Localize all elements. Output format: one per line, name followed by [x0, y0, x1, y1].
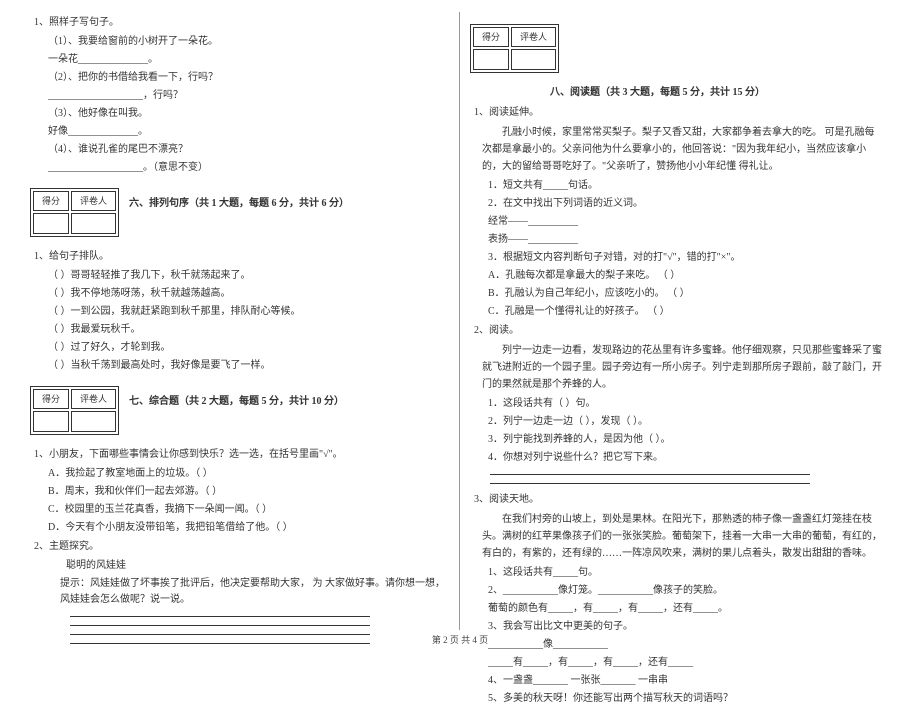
- r3-para: 在我们村旁的山坡上，到处是果林。在阳光下，那熟透的柿子像一盏盏红灯笼挂在枝头。满…: [482, 511, 882, 562]
- right-column: 得分评卷人 八、阅读题（共 3 大题，每题 5 分，共计 15 分） 1、阅读延…: [460, 12, 900, 630]
- r3-s5: _____有_____，有_____，有_____，还有_____: [488, 655, 890, 671]
- score-box-7: 得分评卷人: [30, 386, 119, 435]
- q1-i6: （4）、谁说孔雀的尾巴不漂亮？: [48, 142, 449, 158]
- r1-s7: C．孔融是一个懂得礼让的好孩子。 （ ）: [488, 304, 890, 320]
- s6-l5: （ ）当秋千荡到最高处时，我好像是要飞了一样。: [48, 358, 449, 374]
- r2-para: 列宁一边走一边看，发现路边的花丛里有许多蜜蜂。他仔细观察，只见那些蜜蜂采了蜜就飞…: [482, 342, 882, 393]
- r1-s2: 经常——__________: [488, 214, 890, 230]
- answer-line: [490, 483, 810, 484]
- s7-oC: C．校园里的玉兰花真香，我摘下一朵闻一闻。（ ）: [48, 502, 449, 518]
- s7-q2-hint: 提示：风娃娃做了坏事挨了批评后，他决定要帮助大家， 为 大家做好事。请你想一想，…: [60, 576, 449, 608]
- q1-i1: 一朵花______________。: [48, 52, 449, 68]
- answer-line: [70, 643, 370, 644]
- r1-s4: 3．根据短文内容判断句子对错，对的打"√"，错的打"×"。: [488, 250, 890, 266]
- q1-i3: ___________________，行吗？: [48, 88, 449, 104]
- r1-s3: 表扬——__________: [488, 232, 890, 248]
- marker-label: 评卷人: [511, 27, 556, 47]
- r3-t: 3、阅读天地。: [474, 492, 890, 508]
- r1-s1: 2．在文中找出下列词语的近义词。: [488, 196, 890, 212]
- s6-l0: （ ）哥哥轻轻推了我几下，秋千就荡起来了。: [48, 268, 449, 284]
- answer-line: [70, 625, 370, 626]
- r2-s0: 1．这段话共有（ ）句。: [488, 396, 890, 412]
- s7-oD: D．今天有个小朋友没带铅笔，我把铅笔借给了他。（ ）: [48, 520, 449, 536]
- s6-l2: （ ）一到公园，我就赶紧跑到秋千那里，排队耐心等候。: [48, 304, 449, 320]
- r3-s4: ___________像___________: [488, 637, 890, 653]
- r1-s6: B．孔融认为自己年纪小，应该吃小的。 （ ）: [488, 286, 890, 302]
- marker-label: 评卷人: [71, 191, 116, 211]
- r2-s1: 2．列宁一边走一边（ ），发现（ ）。: [488, 414, 890, 430]
- r3-s6: 4、一盏盏_______ 一张张_______ 一串串: [488, 673, 890, 689]
- r2-s3: 4．你想对列宁说些什么？把它写下来。: [488, 450, 890, 466]
- score-label: 得分: [473, 27, 509, 47]
- r2-t: 2、阅读。: [474, 323, 890, 339]
- r1-para: 孔融小时候，家里常常买梨子。梨子又香又甜，大家都争着去拿大的吃。 可是孔融每次都…: [482, 124, 882, 175]
- score-label: 得分: [33, 389, 69, 409]
- answer-line: [70, 616, 370, 617]
- sec6-title: 六、排列句序（共 1 大题，每题 6 分，共计 6 分）: [129, 196, 349, 212]
- r1-t: 1、阅读延伸。: [474, 105, 890, 121]
- s7-oA: A．我捡起了教室地面上的垃圾。（ ）: [48, 466, 449, 482]
- q1-i2: （2）、把你的书借给我看一下，行吗？: [48, 70, 449, 86]
- answer-line: [70, 634, 370, 635]
- r3-s0: 1、这段话共有_____句。: [488, 565, 890, 581]
- marker-label: 评卷人: [71, 389, 116, 409]
- s7-q2-sub: 聪明的风娃娃: [66, 558, 449, 574]
- sec6-q: 1、给句子排队。: [34, 249, 449, 265]
- q1-i4: （3）、他好像在叫我。: [48, 106, 449, 122]
- q1-i0: （1）、我要给窗前的小树开了一朵花。: [48, 34, 449, 50]
- r3-s7: 5、多美的秋天呀！你还能写出两个描写秋天的词语吗？: [488, 691, 890, 707]
- sec7-title: 七、综合题（共 2 大题，每题 5 分，共计 10 分）: [129, 394, 344, 410]
- q1-i7: ___________________。（意思不变）: [48, 160, 449, 176]
- left-column: 1、照样子写句子。 （1）、我要给窗前的小树开了一朵花。 一朵花________…: [20, 12, 460, 630]
- s7-q1: 1、小朋友，下面哪些事情会让你感到快乐？选一选，在括号里画"√"。: [34, 447, 449, 463]
- s7-oB: B．周末，我和伙伴们一起去郊游。（ ）: [48, 484, 449, 500]
- score-box-6: 得分评卷人: [30, 188, 119, 237]
- r1-s0: 1．短文共有_____句话。: [488, 178, 890, 194]
- s6-l3: （ ）我最爱玩秋千。: [48, 322, 449, 338]
- answer-line: [490, 474, 810, 475]
- q1-title: 1、照样子写句子。: [34, 15, 449, 31]
- score-label: 得分: [33, 191, 69, 211]
- r3-s3: 3、我会写出比文中更美的句子。: [488, 619, 890, 635]
- r1-s5: A．孔融每次都是拿最大的梨子来吃。 （ ）: [488, 268, 890, 284]
- s7-q2: 2、主题探究。: [34, 539, 449, 555]
- sec8-title: 八、阅读题（共 3 大题，每题 5 分，共计 15 分）: [550, 85, 890, 101]
- r2-s2: 3．列宁能找到养蜂的人，是因为他（ ）。: [488, 432, 890, 448]
- q1-i5: 好像______________。: [48, 124, 449, 140]
- s6-l1: （ ）我不停地荡呀荡，秋千就越荡越高。: [48, 286, 449, 302]
- score-box-8: 得分评卷人: [470, 24, 559, 73]
- s6-l4: （ ）过了好久，才轮到我。: [48, 340, 449, 356]
- r3-s2: 葡萄的颜色有_____，有_____，有_____，还有_____。: [488, 601, 890, 617]
- r3-s1: 2、___________像灯笼。___________像孩子的笑脸。: [488, 583, 890, 599]
